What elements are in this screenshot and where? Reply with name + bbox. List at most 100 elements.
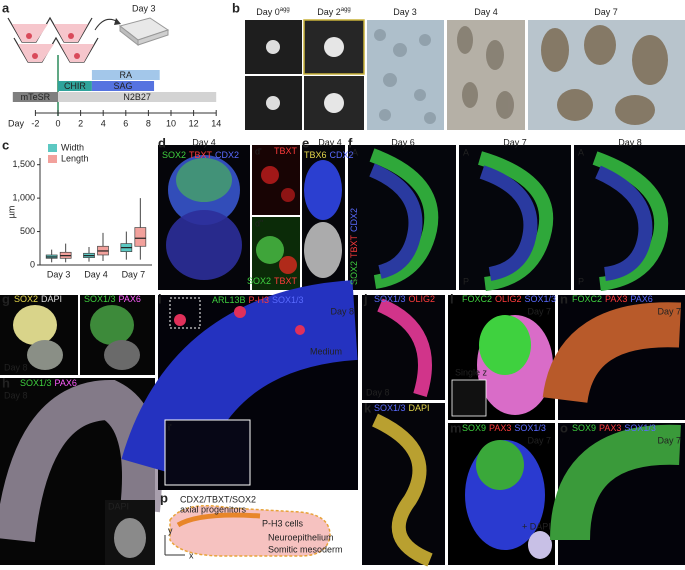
stain: SOX2 [162,150,186,160]
header-text: Day 4 [474,7,498,17]
day-label: Day 8 [4,362,28,372]
stain: OLIG2 [495,294,522,304]
wells-diagram [7,16,170,63]
fluorescence-images-row3 [0,280,685,567]
legend-swatch [48,155,57,163]
panel-label: a [2,0,10,15]
stain: TBX6 [304,150,327,160]
tick-label: 14 [211,118,221,128]
day-label: Day 8 [4,390,28,400]
shape [234,306,246,318]
shape [12,24,88,42]
legend-label: Length [61,153,89,163]
shape [114,518,146,558]
stain: SOX1/3 [84,294,116,304]
stain-label: SOX1/3 DAPI [374,403,430,413]
inset-label: d' [255,146,262,156]
panel-label: n [560,291,568,306]
stain-label: SOX2 DAPI [14,294,62,304]
shape [369,163,423,279]
tick-label: 6 [123,118,128,128]
shape [541,28,569,72]
shape [377,298,432,398]
stain: SOX2 [14,294,38,304]
shape [383,73,397,87]
stain: TBXT [274,146,298,156]
inset-label: + DAPI [522,521,551,531]
shape [374,29,386,41]
stain: P-H3 [249,295,270,305]
day-label: Day 7 [657,306,681,316]
stain: PAX3 [599,423,621,433]
shape [281,188,295,202]
inset-label: DAPI [108,501,129,511]
shape [462,82,478,108]
shape [592,151,669,291]
tick-label: 8 [146,118,151,128]
stain: DAPI [409,403,430,413]
y-tick-label: 500 [20,226,35,236]
shape [256,236,284,264]
shape [379,109,391,121]
stain: DAPI [41,294,62,304]
panel-label: i [158,291,162,306]
stain-label: TBX6 CDX2 [304,150,354,160]
shape [174,314,186,326]
tick-label: 0 [55,118,60,128]
day-label: Day 7 [657,435,681,445]
anterior-label: A [352,147,358,157]
shape [371,413,433,567]
y-tick-label: 1,000 [12,193,35,203]
panel-label: d [158,135,166,150]
column-header: Day 7 [594,7,618,17]
stain-label: SOX1/3 PAX6 [20,378,77,388]
stain: SOX1/3 [20,378,52,388]
bar-label: RA [120,70,133,80]
shape [13,305,57,345]
shape [90,305,134,345]
stain-label: SOX1/3 OLIG2 [374,294,435,304]
shape [486,40,504,70]
shape [32,53,38,59]
treatment-bar [12,92,59,102]
column-header: Day 3 [393,7,417,17]
stain: FOXC2 [572,294,602,304]
bar-label: N2B27 [123,92,151,102]
shape [114,18,121,25]
treatment-bar [91,70,160,80]
shape [27,340,63,370]
schematic-label: CDX2/TBXT/SOX2 [180,494,256,504]
shape [457,26,514,119]
day-label: Day 7 [527,435,551,445]
shape [557,89,593,121]
legend-swatch [48,144,57,152]
shape [324,93,344,113]
anterior-label: A [578,147,584,157]
legend-label: Width [61,142,84,152]
shape [74,53,80,59]
header-sup: agg [280,7,290,13]
axis-label: x [189,550,194,560]
shape [266,96,280,110]
shape [374,29,436,124]
shape [26,33,32,39]
x-tick-label: Day 3 [47,269,71,279]
y-tick-label: 1,500 [12,159,35,169]
fluorescence-images-row2 [158,145,685,291]
shape [68,33,74,39]
shape [166,210,242,280]
y-axis-label: µm [6,206,16,219]
panel-label: b [232,0,240,15]
treatment-bar [58,92,217,102]
header-text: Day 0 [256,7,280,17]
stain: SOX1/3 [525,294,557,304]
shape [169,297,201,329]
header-text: Day 7 [594,7,618,17]
day-label: Day 8 [366,387,390,397]
shape [393,43,407,57]
day-label: Day 7 [503,137,527,147]
shape [632,35,668,85]
stain: CDX2 [330,150,354,160]
panel-label: e [302,135,309,150]
